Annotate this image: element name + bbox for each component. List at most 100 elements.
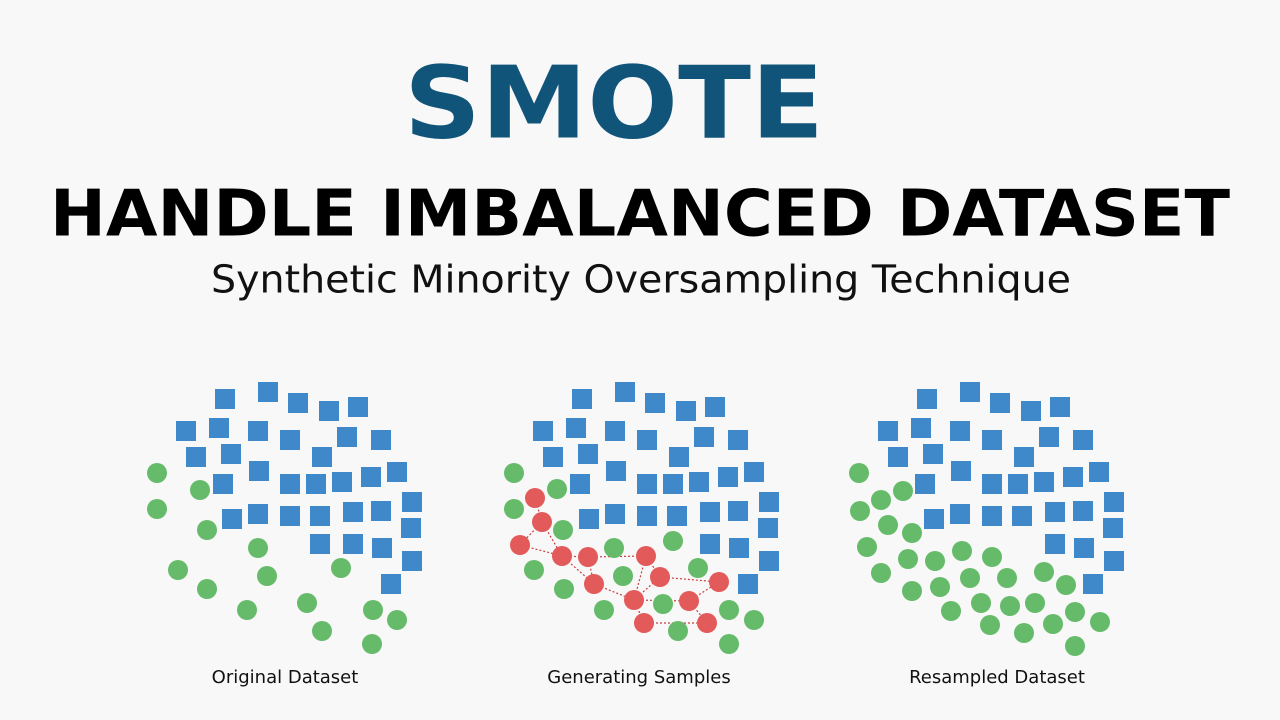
square-point bbox=[306, 474, 326, 494]
square-point bbox=[728, 430, 748, 450]
square-point bbox=[1073, 430, 1093, 450]
square-point bbox=[402, 551, 422, 571]
minority-point bbox=[613, 566, 633, 586]
minority-point bbox=[524, 560, 544, 580]
square-point bbox=[1089, 462, 1109, 482]
square-point bbox=[578, 444, 598, 464]
square-point bbox=[990, 393, 1010, 413]
link-line bbox=[593, 583, 635, 601]
minority-point bbox=[1056, 575, 1076, 595]
minority-point bbox=[554, 579, 574, 599]
square-point bbox=[758, 518, 778, 538]
square-point bbox=[387, 462, 407, 482]
square-point bbox=[543, 447, 563, 467]
square-point bbox=[312, 447, 332, 467]
minority-point bbox=[898, 549, 918, 569]
minority-point bbox=[547, 479, 567, 499]
minority-point bbox=[719, 600, 739, 620]
square-point bbox=[310, 506, 330, 526]
square-point bbox=[343, 534, 363, 554]
minority-point bbox=[997, 568, 1017, 588]
square-point bbox=[605, 421, 625, 441]
square-point bbox=[700, 534, 720, 554]
minority-point bbox=[960, 568, 980, 588]
square-point bbox=[288, 393, 308, 413]
minority-point bbox=[971, 593, 991, 613]
minority-point bbox=[248, 538, 268, 558]
square-point bbox=[663, 474, 683, 494]
square-point bbox=[694, 427, 714, 447]
minority-point bbox=[1014, 623, 1034, 643]
minority-point bbox=[902, 523, 922, 543]
square-point bbox=[645, 393, 665, 413]
square-point bbox=[606, 461, 626, 481]
minority-point bbox=[668, 621, 688, 641]
square-point bbox=[371, 430, 391, 450]
square-point bbox=[1012, 506, 1032, 526]
square-point bbox=[924, 509, 944, 529]
minority-point bbox=[1043, 614, 1063, 634]
square-point bbox=[915, 474, 935, 494]
square-point bbox=[402, 492, 422, 512]
square-point bbox=[533, 421, 553, 441]
square-point bbox=[923, 444, 943, 464]
square-point bbox=[258, 382, 278, 402]
square-point bbox=[911, 418, 931, 438]
square-point bbox=[248, 504, 268, 524]
link-line bbox=[561, 555, 595, 585]
minority-point bbox=[504, 499, 524, 519]
square-point bbox=[361, 467, 381, 487]
square-point bbox=[343, 502, 363, 522]
square-point bbox=[759, 492, 779, 512]
synthetic-point bbox=[584, 574, 604, 594]
square-point bbox=[248, 421, 268, 441]
square-point bbox=[348, 397, 368, 417]
minority-point bbox=[941, 601, 961, 621]
square-point bbox=[982, 506, 1002, 526]
minority-point bbox=[237, 600, 257, 620]
minority-point bbox=[663, 531, 683, 551]
minority-point bbox=[930, 577, 950, 597]
synthetic-point bbox=[624, 590, 644, 610]
square-point bbox=[1045, 502, 1065, 522]
panel-label: Original Dataset bbox=[212, 667, 359, 688]
square-point bbox=[280, 506, 300, 526]
square-point bbox=[332, 472, 352, 492]
square-point bbox=[744, 462, 764, 482]
square-point bbox=[700, 502, 720, 522]
minority-point bbox=[197, 520, 217, 540]
illustrations bbox=[147, 382, 1124, 656]
square-point bbox=[579, 509, 599, 529]
square-point bbox=[728, 501, 748, 521]
square-point bbox=[570, 474, 590, 494]
minority-point bbox=[1065, 636, 1085, 656]
minority-point bbox=[857, 537, 877, 557]
square-point bbox=[605, 504, 625, 524]
square-point bbox=[637, 506, 657, 526]
square-point bbox=[209, 418, 229, 438]
panel-label: Generating Samples bbox=[547, 667, 730, 688]
minority-point bbox=[312, 621, 332, 641]
minority-point bbox=[902, 581, 922, 601]
minority-point bbox=[688, 558, 708, 578]
square-point bbox=[669, 447, 689, 467]
minority-point bbox=[504, 463, 524, 483]
minority-point bbox=[331, 558, 351, 578]
square-point bbox=[718, 467, 738, 487]
synthetic-point bbox=[650, 567, 670, 587]
square-point bbox=[381, 574, 401, 594]
minority-point bbox=[952, 541, 972, 561]
square-point bbox=[1008, 474, 1028, 494]
synthetic-point bbox=[525, 488, 545, 508]
square-point bbox=[960, 382, 980, 402]
square-point bbox=[917, 389, 937, 409]
minority-point bbox=[1090, 612, 1110, 632]
minority-point bbox=[197, 579, 217, 599]
square-point bbox=[1050, 397, 1070, 417]
minority-point bbox=[604, 538, 624, 558]
square-point bbox=[676, 401, 696, 421]
minority-point bbox=[594, 600, 614, 620]
square-point bbox=[1021, 401, 1041, 421]
description: Synthetic Minority Oversampling Techniqu… bbox=[211, 258, 1071, 302]
